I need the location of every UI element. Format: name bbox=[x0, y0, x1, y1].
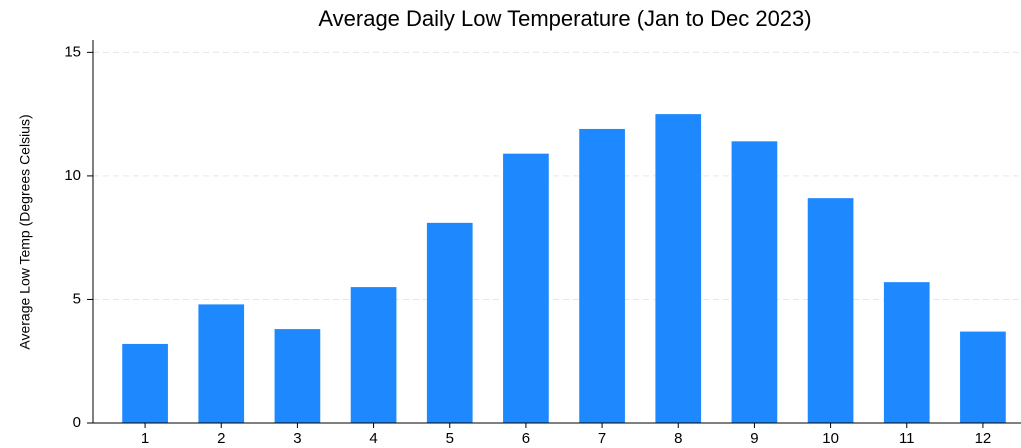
y-tick-label: 0 bbox=[73, 414, 81, 431]
bar bbox=[579, 128, 625, 423]
bar bbox=[731, 141, 778, 423]
y-tick-label: 10 bbox=[64, 167, 81, 184]
y-tick-label: 15 bbox=[64, 43, 81, 60]
bar bbox=[122, 343, 168, 423]
bar bbox=[883, 282, 930, 423]
x-tick-label: 5 bbox=[446, 430, 454, 447]
x-tick-label: 8 bbox=[674, 430, 682, 447]
x-tick-label: 9 bbox=[750, 430, 758, 447]
bar bbox=[503, 153, 549, 423]
x-tick-label: 2 bbox=[217, 430, 225, 447]
x-tick-label: 6 bbox=[522, 430, 530, 447]
x-tick-label: 11 bbox=[899, 430, 915, 447]
x-tick-label: 10 bbox=[822, 430, 839, 447]
y-axis-label: Average Low Temp (Degrees Celsius) bbox=[17, 114, 33, 349]
bar bbox=[426, 222, 473, 423]
bar bbox=[274, 329, 321, 423]
x-tick-label: 1 bbox=[141, 430, 149, 447]
bar bbox=[350, 287, 397, 423]
x-tick-label: 3 bbox=[293, 430, 301, 447]
bar bbox=[960, 331, 1006, 423]
y-tick-label: 5 bbox=[73, 290, 81, 307]
chart-title: Average Daily Low Temperature (Jan to De… bbox=[318, 6, 811, 31]
bar bbox=[807, 198, 854, 423]
x-tick-label: 12 bbox=[975, 430, 992, 447]
bar bbox=[655, 114, 702, 424]
x-tick-label: 4 bbox=[369, 430, 377, 447]
x-tick-label: 7 bbox=[598, 430, 606, 447]
bar bbox=[198, 304, 245, 423]
